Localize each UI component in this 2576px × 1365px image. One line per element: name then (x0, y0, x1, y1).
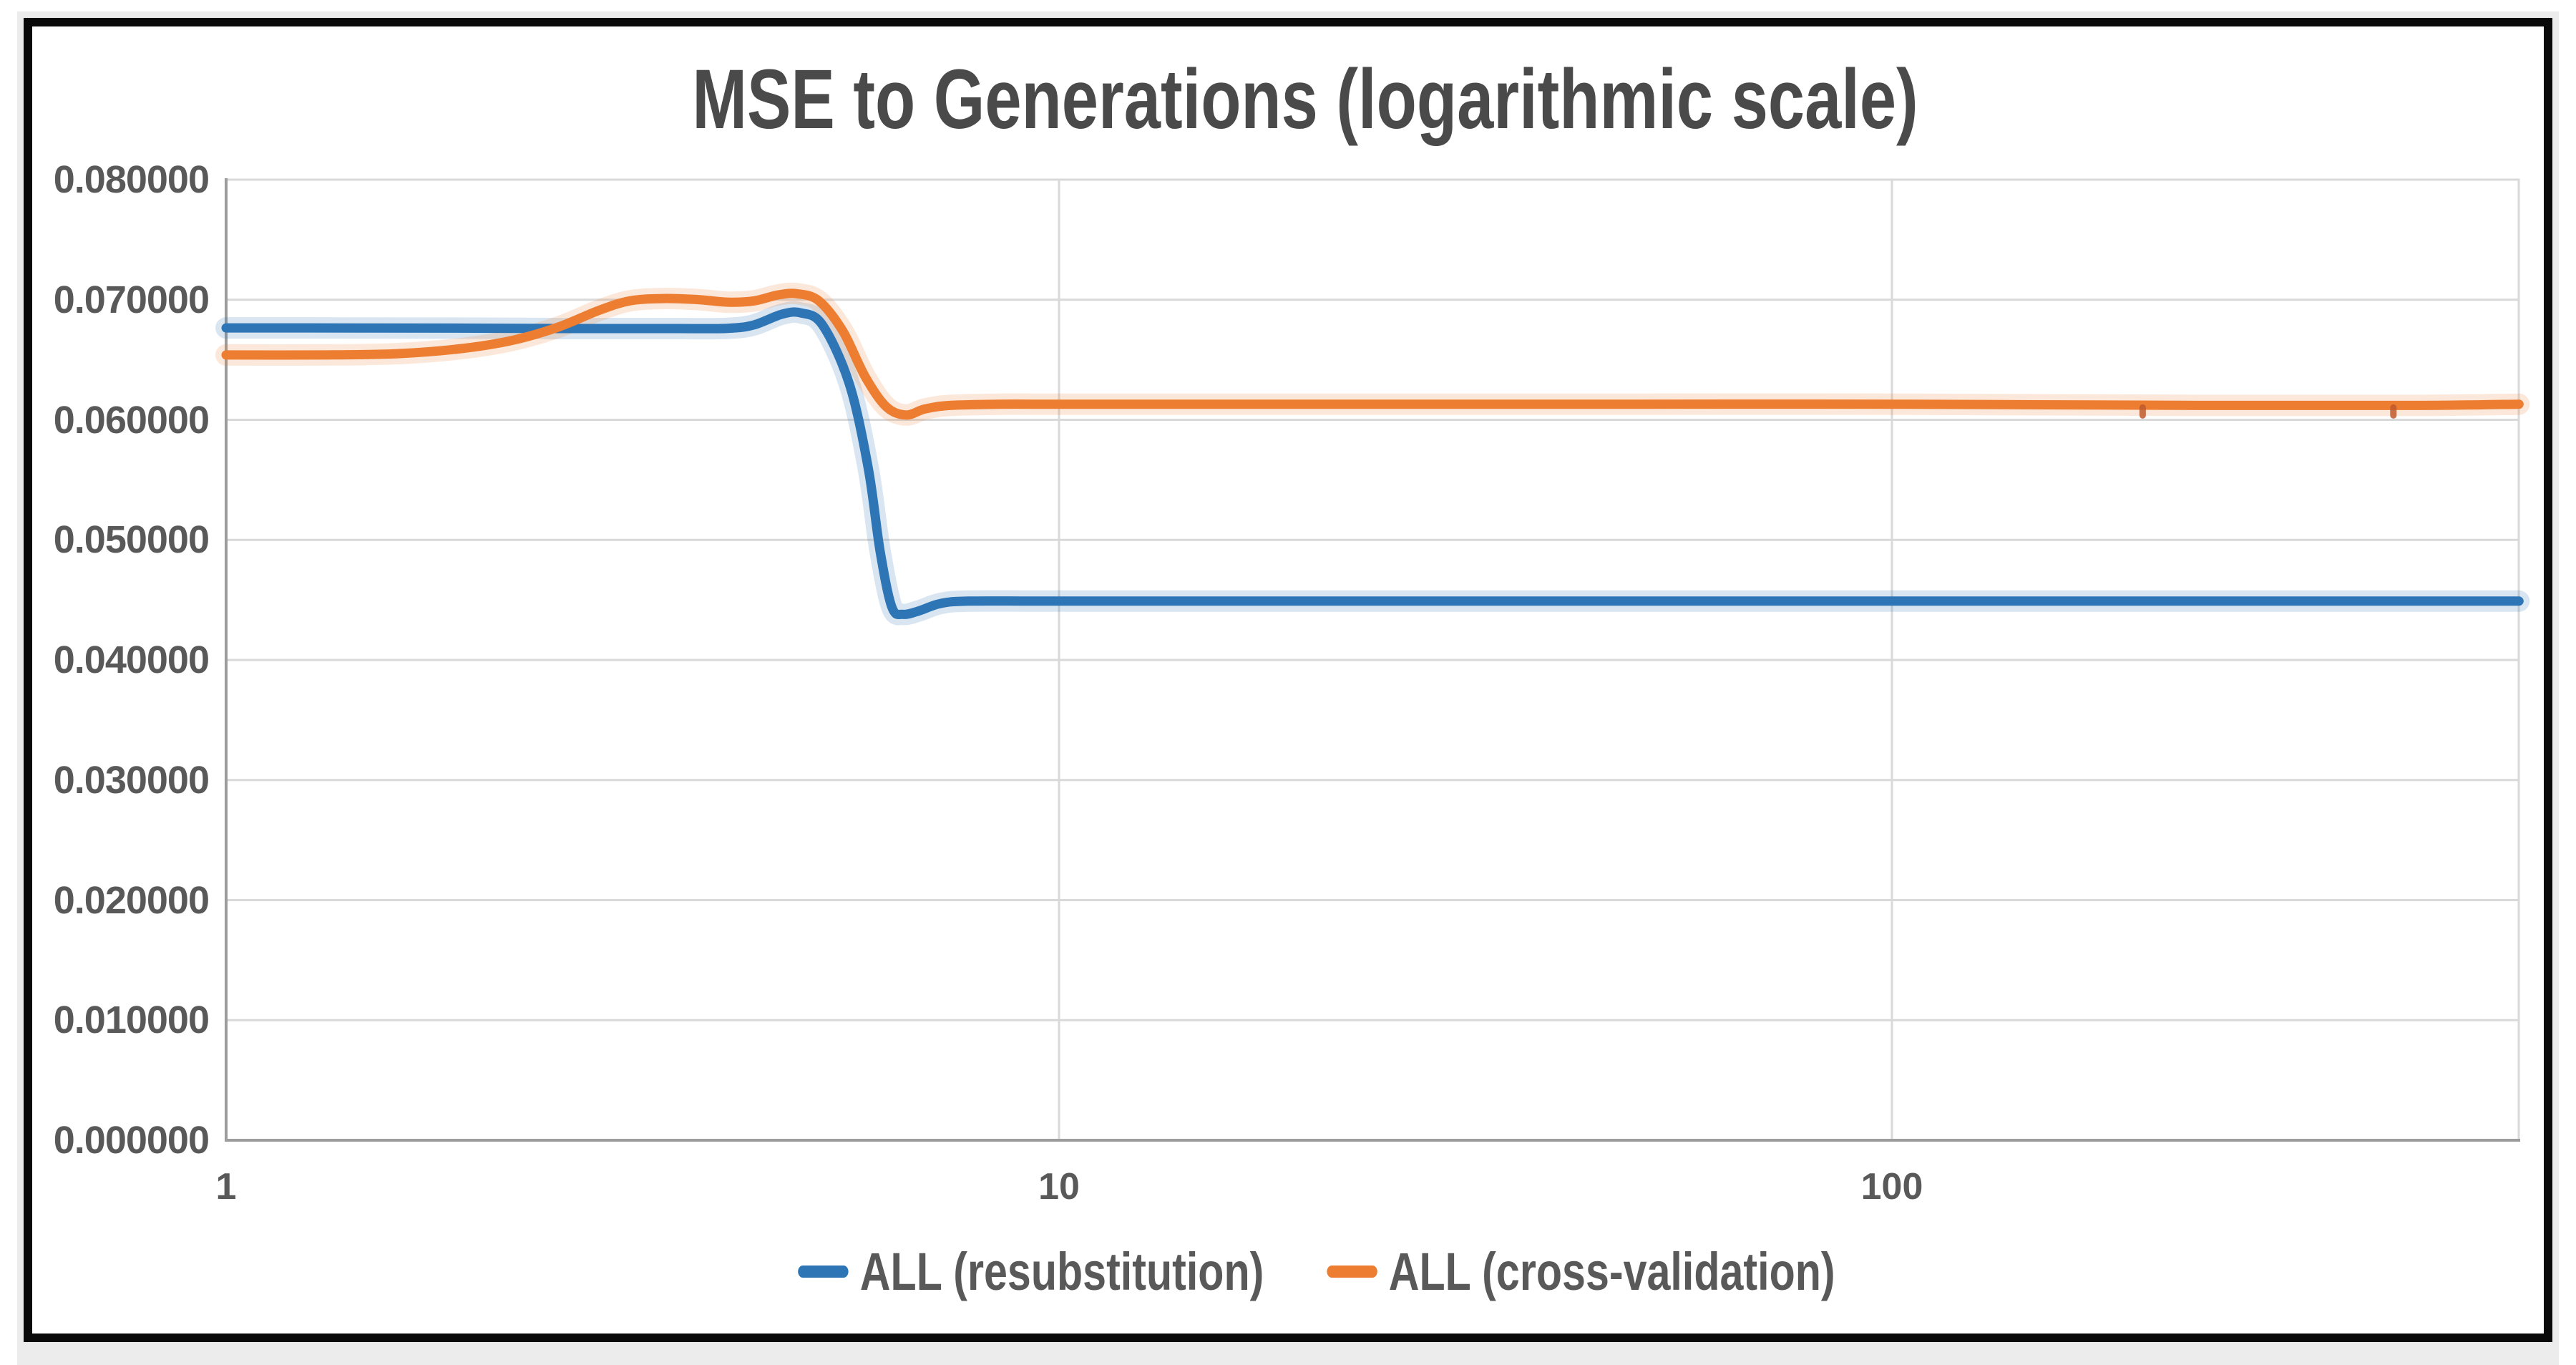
legend: ALL (resubstitution) ALL (cross-validati… (286, 1235, 2347, 1307)
legend-item-resubstitution: ALL (resubstitution) (798, 1241, 1264, 1302)
cross-validation-line-halo (215, 282, 2530, 426)
x-tick-label: 100 (1860, 1166, 1923, 1208)
y-tick-label: 0.060000 (53, 398, 210, 442)
legend-label-cross-validation: ALL (cross-validation) (1388, 1241, 1835, 1301)
y-tick-label: 0.030000 (53, 758, 210, 802)
y-tick-label: 0.050000 (53, 518, 210, 562)
resubstitution-line (221, 307, 2524, 620)
y-tick-label: 0.080000 (53, 158, 210, 201)
y-tick-label: 0.010000 (53, 999, 210, 1042)
cross-validation-end-tick-marks (2139, 404, 2397, 419)
y-tick-label: 0.000000 (53, 1119, 210, 1162)
y-tick-label: 0.020000 (53, 878, 210, 922)
legend-label-resubstitution: ALL (resubstitution) (859, 1241, 1264, 1301)
y-tick-label: 0.070000 (53, 278, 210, 321)
cross-validation-line (221, 288, 2524, 420)
series-layer (215, 282, 2530, 626)
axes-layer (225, 178, 2520, 1142)
chart-outer-border (24, 18, 2552, 1342)
x-tick-label: 10 (1038, 1166, 1080, 1208)
resubstitution-line-halo (215, 301, 2530, 626)
y-tick-label: 0.040000 (53, 638, 210, 681)
resubstitution-line-swatch (798, 1265, 849, 1278)
chart-title: MSE to Generations (logarithmic scale) (692, 52, 1918, 147)
x-tick-label: 1 (215, 1166, 237, 1208)
cross-validation-line-swatch (1327, 1265, 1377, 1278)
legend-item-cross-validation: ALL (cross-validation) (1327, 1241, 1835, 1302)
